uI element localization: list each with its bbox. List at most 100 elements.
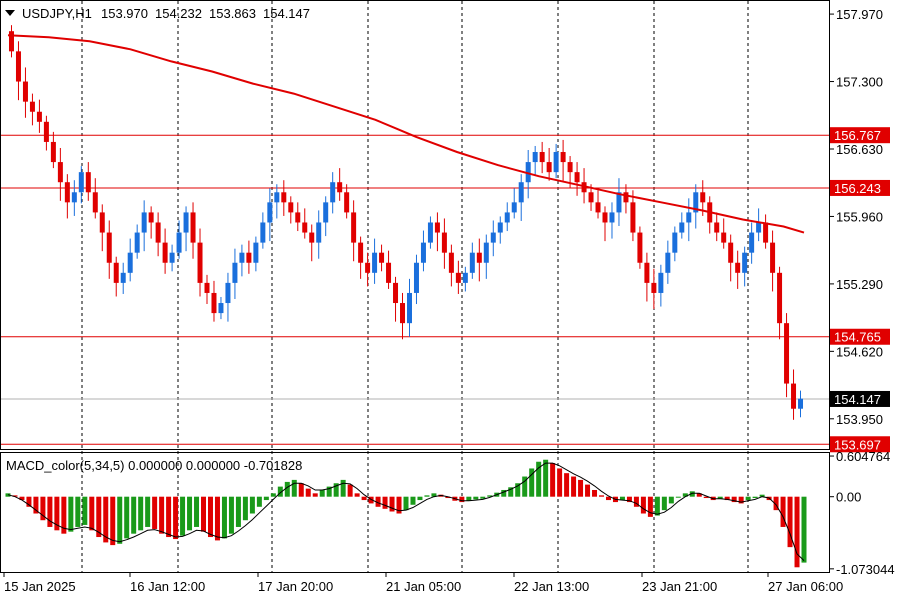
candle-body bbox=[71, 192, 77, 203]
candle-body bbox=[497, 222, 503, 233]
candle-body bbox=[225, 282, 231, 304]
candles bbox=[8, 25, 804, 420]
candle-body bbox=[770, 242, 776, 273]
macd-bar bbox=[54, 496, 60, 531]
candle-body bbox=[623, 192, 629, 203]
price-tick-label: 157.300 bbox=[836, 75, 883, 90]
candle-body bbox=[539, 152, 545, 163]
macd-bar bbox=[431, 493, 437, 497]
macd-bar bbox=[633, 496, 639, 507]
macd-bar bbox=[668, 496, 674, 504]
candle-body bbox=[365, 262, 371, 273]
collapse-triangle-icon[interactable] bbox=[5, 10, 15, 16]
close-value: 154.147 bbox=[263, 6, 310, 21]
candle-body bbox=[22, 81, 28, 102]
candle-body bbox=[176, 232, 182, 253]
candle-body bbox=[658, 272, 664, 293]
candle-body bbox=[43, 121, 49, 142]
macd-bar bbox=[298, 483, 304, 497]
candle-body bbox=[595, 202, 601, 213]
macd-bar bbox=[361, 496, 367, 501]
macd-bar bbox=[277, 486, 283, 497]
macd-bar bbox=[703, 496, 709, 499]
level-tag bbox=[830, 436, 890, 453]
macd-bar bbox=[445, 496, 451, 499]
macd-bar bbox=[773, 496, 779, 511]
time-axis: 15 Jan 2025 16 Jan 12:00 17 Jan 20:00 21 Ja… bbox=[3, 572, 843, 594]
macd-bar bbox=[738, 496, 744, 504]
indicator-panel-frame bbox=[0, 452, 830, 573]
macd-bar bbox=[501, 489, 507, 497]
candle-body bbox=[239, 252, 245, 263]
candle-body bbox=[693, 192, 699, 213]
candle-body bbox=[434, 222, 440, 233]
candle-body bbox=[616, 192, 622, 213]
macd-bar bbox=[759, 494, 765, 497]
candle-body bbox=[15, 51, 21, 82]
candle-body bbox=[183, 212, 189, 233]
macd-bar bbox=[529, 468, 535, 497]
candle-body bbox=[372, 252, 378, 273]
price-axis: 157.970 157.300 156.630 155.960 155.290 154.6… bbox=[830, 7, 890, 453]
macd-bar bbox=[424, 495, 430, 497]
macd-bar bbox=[459, 496, 465, 503]
macd-bar bbox=[696, 493, 702, 497]
macd-bar bbox=[536, 461, 542, 497]
candle-body bbox=[260, 222, 266, 243]
macd-bar bbox=[780, 496, 786, 527]
time-tick-label: 21 Jan 05:00 bbox=[386, 579, 461, 594]
level-tag bbox=[830, 328, 890, 345]
time-tick-label: 27 Jan 06:00 bbox=[768, 579, 843, 594]
macd-bar bbox=[333, 483, 339, 497]
macd-bar bbox=[117, 496, 123, 544]
macd-bar bbox=[228, 496, 234, 534]
candle-body bbox=[455, 272, 461, 283]
candle-body bbox=[588, 192, 594, 203]
macd-bar bbox=[487, 495, 493, 497]
macd-bar bbox=[480, 496, 486, 499]
macd-bar bbox=[689, 491, 695, 497]
open-value: 153.970 bbox=[101, 6, 148, 21]
time-tick-label: 16 Jan 12:00 bbox=[130, 579, 205, 594]
candle-body bbox=[113, 262, 119, 283]
candle-body bbox=[8, 31, 14, 52]
macd-bar bbox=[103, 496, 109, 543]
macd-bar bbox=[375, 496, 381, 507]
candle-body bbox=[553, 152, 559, 173]
indicator-label: MACD_color(5,34,5) 0.000000 0.000000 -0.… bbox=[6, 458, 302, 473]
candle-body bbox=[728, 242, 734, 263]
macd-bar bbox=[466, 496, 472, 501]
candle-body bbox=[406, 292, 412, 324]
candle-body bbox=[162, 242, 168, 263]
candle-body bbox=[358, 242, 364, 263]
macd-bar bbox=[284, 481, 290, 497]
macd-bar bbox=[110, 496, 116, 546]
candle-body bbox=[92, 192, 98, 213]
candle-body bbox=[518, 182, 524, 203]
candle-body bbox=[672, 232, 678, 253]
macd-bar bbox=[96, 496, 102, 538]
time-tick-label: 23 Jan 21:00 bbox=[642, 579, 717, 594]
price-levels bbox=[1, 134, 829, 445]
candle-body bbox=[169, 252, 175, 263]
macd-bar bbox=[382, 496, 388, 509]
macd-bar bbox=[40, 496, 46, 521]
macd-bar bbox=[647, 496, 653, 517]
candle-body bbox=[50, 141, 56, 163]
macd-bar bbox=[270, 493, 276, 497]
low-value: 153.863 bbox=[209, 6, 256, 21]
macd-bar bbox=[605, 496, 611, 501]
candle-body bbox=[413, 262, 419, 293]
candle-body bbox=[791, 383, 797, 409]
macd-bar bbox=[263, 496, 269, 501]
indicator-tick-label: 0.00 bbox=[836, 490, 861, 505]
candle-body bbox=[379, 252, 385, 263]
candle-body bbox=[756, 222, 762, 233]
macd-bar bbox=[242, 496, 248, 521]
macd-bar bbox=[626, 496, 632, 503]
candle-body bbox=[511, 202, 517, 213]
candle-body bbox=[316, 222, 322, 243]
macd-bar bbox=[180, 496, 186, 536]
candle-body bbox=[742, 252, 748, 273]
